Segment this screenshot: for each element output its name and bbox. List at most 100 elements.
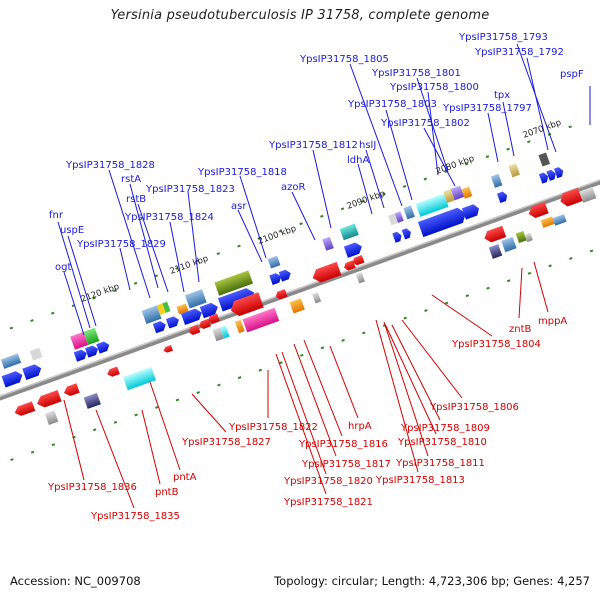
gene-box[interactable] [461,186,473,199]
gene-label[interactable]: YpsIP31758_1836 [47,482,137,493]
gene-arrow-reverse[interactable] [106,366,120,378]
gene-arrow-forward[interactable] [73,348,89,362]
gene-label[interactable]: YpsIP31758_1801 [371,68,461,79]
gene-arrow-forward[interactable] [553,166,565,179]
gene-label[interactable]: YpsIP31758_1811 [395,458,485,469]
gene-label[interactable]: ldhA [347,155,369,166]
gene-box[interactable] [44,410,59,426]
gene-label[interactable]: YpsIP31758_1804 [451,339,541,350]
gene-label[interactable]: YpsIP31758_1813 [375,475,465,486]
gene-arrow-forward[interactable] [461,203,481,220]
gene-label[interactable]: azoR [281,182,305,193]
gene-label[interactable]: YpsIP31758_1827 [181,437,271,448]
gene-arrow-forward[interactable] [496,191,509,203]
gene-label[interactable]: fnr [49,210,64,221]
gene-arrow-forward[interactable] [417,206,469,238]
gene-label[interactable]: YpsIP31758_1824 [124,212,214,223]
gene-box[interactable] [488,244,503,259]
gene-arrow-forward[interactable] [199,301,220,319]
gene-label[interactable]: mppA [538,316,567,327]
gene-arrow-forward[interactable] [546,169,557,181]
gene-label[interactable]: YpsIP31758_1802 [380,118,470,129]
gene-arrow-reverse[interactable] [163,344,174,354]
gene-box[interactable] [388,213,399,226]
gene-label[interactable]: YpsIP31758_1812 [268,140,358,151]
gene-box[interactable] [123,366,157,391]
gene-box[interactable] [538,152,551,167]
gene-label[interactable]: hrpA [348,421,372,432]
gene-box[interactable] [515,230,527,244]
gene-arrow-reverse[interactable] [351,254,365,266]
gene-box[interactable] [162,301,171,313]
gene-arrow-reverse[interactable] [274,289,288,300]
gene-label[interactable]: YpsIP31758_1835 [90,511,180,522]
gene-label[interactable]: zntB [509,324,532,335]
gene-box[interactable] [267,255,281,269]
gene-arrow-reverse[interactable] [558,187,583,208]
gene-box[interactable] [212,327,224,342]
gene-label[interactable]: YpsIP31758_1797 [442,103,532,114]
gene-label[interactable]: YpsIP31758_1823 [145,184,235,195]
gene-label[interactable]: asr [231,201,247,212]
gene-box[interactable] [450,185,465,201]
gene-label[interactable]: YpsIP31758_1806 [429,402,519,413]
gene-label[interactable]: uspE [60,225,84,236]
gene-arrow-forward[interactable] [85,344,100,358]
gene-arrow-reverse[interactable] [187,324,201,336]
gene-arrow-reverse[interactable] [13,401,36,417]
gene-box[interactable] [219,325,230,339]
gene-arrow-forward[interactable] [180,307,204,326]
gene-box[interactable] [234,319,245,334]
gene-arrow-forward[interactable] [1,369,25,388]
gene-label[interactable]: tpx [494,90,510,101]
gene-label[interactable]: rstA [121,174,141,185]
gene-arrow-forward[interactable] [22,363,43,381]
gene-arrow-reverse[interactable] [198,318,212,330]
gene-arrow-forward[interactable] [269,272,283,285]
gene-label[interactable]: YpsIP31758_1818 [197,167,287,178]
gene-label[interactable]: YpsIP31758_1820 [283,476,373,487]
gene-label[interactable]: hslJ [359,140,376,151]
gene-box[interactable] [490,173,503,188]
gene-box[interactable] [156,303,166,315]
gene-box[interactable] [355,272,365,284]
gene-label[interactable]: YpsIP31758_1792 [474,47,564,58]
gene-box[interactable] [312,292,322,304]
gene-box[interactable] [579,186,597,203]
gene-label[interactable]: YpsIP31758_1809 [400,423,490,434]
gene-box[interactable] [289,298,305,314]
gene-label[interactable]: pspF [560,69,584,80]
gene-label[interactable]: ogt [55,262,71,273]
gene-label[interactable]: YpsIP31758_1822 [228,422,318,433]
gene-box[interactable] [403,205,415,220]
gene-arrow-forward[interactable] [392,231,403,243]
gene-arrow-reverse[interactable] [207,313,220,324]
gene-label[interactable]: YpsIP31758_1817 [301,459,391,470]
gene-box[interactable] [501,236,517,253]
gene-arrow-forward[interactable] [96,340,111,354]
gene-box[interactable] [322,236,334,251]
gene-box[interactable] [443,188,455,203]
gene-box[interactable] [29,347,43,361]
gene-arrow-reverse[interactable] [482,225,507,244]
gene-arrow-forward[interactable] [217,286,257,312]
gene-arrow-reverse[interactable] [310,261,342,285]
gene-box[interactable] [508,163,520,178]
gene-box[interactable] [184,289,207,309]
gene-box[interactable] [415,193,449,217]
gene-label[interactable]: YpsIP31758_1828 [65,160,155,171]
gene-arrow-reverse[interactable] [62,383,80,397]
gene-box[interactable] [242,307,280,333]
gene-arrow-reverse[interactable] [343,260,356,271]
gene-box[interactable] [0,353,22,369]
gene-arrow-forward[interactable] [401,227,413,240]
gene-arrow-forward[interactable] [538,172,550,184]
gene-box[interactable] [214,270,254,296]
gene-box[interactable] [339,223,359,241]
gene-arrow-reverse[interactable] [35,390,62,409]
gene-label[interactable]: YpsIP31758_1810 [397,437,487,448]
gene-box[interactable] [540,216,555,228]
gene-box[interactable] [70,331,89,350]
gene-arrow-forward[interactable] [278,268,293,282]
gene-box[interactable] [141,305,162,325]
